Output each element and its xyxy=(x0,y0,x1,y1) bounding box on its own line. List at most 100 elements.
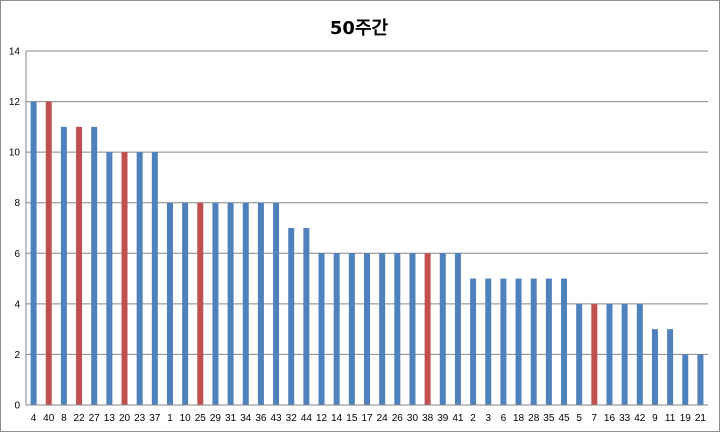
x-tick-label: 19 xyxy=(680,413,692,424)
x-tick-label: 44 xyxy=(301,413,313,424)
x-tick-label: 2 xyxy=(470,413,476,424)
y-tick-label: 0 xyxy=(14,401,20,412)
x-tick-labels: 4 40 8 22 27 13 20 23 37 1 10 25 29 31 34 36 43 32 44 12 14 1… xyxy=(31,413,707,424)
x-tick-label: 18 xyxy=(513,413,525,424)
bar-13 xyxy=(106,152,113,405)
bar-31 xyxy=(227,202,234,405)
bar-22 xyxy=(76,126,83,405)
bar-27 xyxy=(91,126,98,405)
x-tick-label: 35 xyxy=(543,413,555,424)
bar-32 xyxy=(288,228,295,405)
x-tick-label: 1 xyxy=(167,413,173,424)
axes xyxy=(25,51,708,406)
x-tick-label: 17 xyxy=(361,413,373,424)
x-tick-label: 24 xyxy=(377,413,389,424)
x-tick-label: 15 xyxy=(346,413,358,424)
x-tick-label: 36 xyxy=(255,413,267,424)
bar-15 xyxy=(348,253,355,405)
x-tick-label: 6 xyxy=(501,413,507,424)
bar-37 xyxy=(151,152,158,405)
x-tick-label: 32 xyxy=(286,413,298,424)
x-tick-label: 14 xyxy=(331,413,343,424)
bar-23 xyxy=(136,152,143,405)
bar-25 xyxy=(197,202,204,405)
x-tick-label: 21 xyxy=(695,413,707,424)
y-tick-label: 14 xyxy=(9,47,21,58)
x-tick-label: 27 xyxy=(89,413,101,424)
bar-21 xyxy=(697,354,704,405)
y-tick-label: 12 xyxy=(9,97,21,108)
x-tick-label: 34 xyxy=(240,413,252,424)
x-tick-label: 22 xyxy=(73,413,85,424)
bar-33 xyxy=(621,303,628,405)
x-tick-label: 40 xyxy=(43,413,55,424)
x-tick-label: 28 xyxy=(528,413,540,424)
x-tick-label: 30 xyxy=(407,413,419,424)
bar-40 xyxy=(45,101,52,406)
x-tick-label: 13 xyxy=(104,413,116,424)
x-tick-label: 9 xyxy=(652,413,658,424)
bar-36 xyxy=(257,202,264,405)
x-tick-label: 23 xyxy=(134,413,146,424)
x-tick-label: 10 xyxy=(180,413,192,424)
bar-11 xyxy=(667,329,674,405)
bar-8 xyxy=(60,126,67,405)
bar-34 xyxy=(242,202,249,405)
bar-18 xyxy=(515,278,522,405)
chart-title: 50주간 xyxy=(329,18,389,39)
x-tick-label: 3 xyxy=(485,413,491,424)
bar-4 xyxy=(30,101,37,406)
bar-20 xyxy=(121,152,128,405)
x-tick-label: 5 xyxy=(576,413,582,424)
y-tick-label: 2 xyxy=(14,350,20,361)
bar-45 xyxy=(561,278,568,405)
bar-26 xyxy=(394,253,401,405)
x-tick-label: 41 xyxy=(452,413,464,424)
bar-38 xyxy=(424,253,431,405)
x-tick-label: 7 xyxy=(592,413,598,424)
y-tick-label: 6 xyxy=(14,249,20,260)
x-tick-label: 33 xyxy=(619,413,631,424)
bar-44 xyxy=(303,228,310,405)
bar-12 xyxy=(318,253,325,405)
y-tick-label: 10 xyxy=(9,148,21,159)
bar-1 xyxy=(166,202,173,405)
bar-30 xyxy=(409,253,416,405)
x-tick-label: 42 xyxy=(634,413,646,424)
x-tick-label: 45 xyxy=(558,413,570,424)
bar-28 xyxy=(530,278,537,405)
bar-9 xyxy=(651,329,658,405)
bar-6 xyxy=(500,278,507,405)
bar-5 xyxy=(576,303,583,405)
bar-24 xyxy=(379,253,386,405)
bar-3 xyxy=(485,278,492,405)
bar-7 xyxy=(591,303,598,405)
bar-43 xyxy=(273,202,280,405)
x-tick-label: 20 xyxy=(119,413,131,424)
x-tick-label: 4 xyxy=(31,413,37,424)
y-tick-label: 8 xyxy=(14,198,20,209)
x-tick-label: 31 xyxy=(225,413,237,424)
y-tick-label: 4 xyxy=(14,299,20,310)
x-tick-label: 12 xyxy=(316,413,328,424)
bar-41 xyxy=(454,253,461,405)
x-tick-label: 29 xyxy=(210,413,222,424)
y-tick-labels: 0 2 4 6 8 10 12 14 xyxy=(9,47,21,412)
x-tick-label: 25 xyxy=(195,413,207,424)
bar-14 xyxy=(333,253,340,405)
bar-35 xyxy=(545,278,552,405)
bars xyxy=(30,101,704,406)
x-tick-label: 16 xyxy=(604,413,616,424)
bar-39 xyxy=(439,253,446,405)
x-tick-label: 37 xyxy=(149,413,161,424)
bar-10 xyxy=(182,202,189,405)
x-tick-label: 26 xyxy=(392,413,404,424)
bar-17 xyxy=(364,253,370,405)
x-tick-label: 39 xyxy=(437,413,449,424)
x-tick-label: 38 xyxy=(422,413,434,424)
bar-42 xyxy=(636,303,643,405)
x-tick-label: 8 xyxy=(61,413,67,424)
x-tick-label: 11 xyxy=(665,413,676,424)
